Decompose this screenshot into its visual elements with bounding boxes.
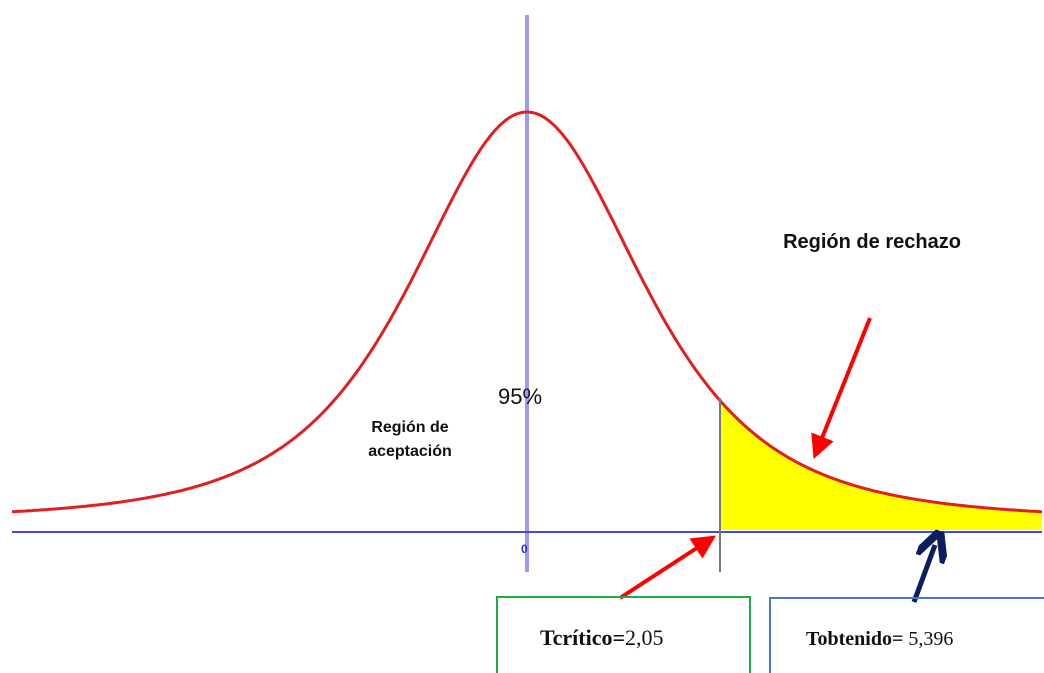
obtained-value: 5,396 bbox=[908, 628, 953, 650]
rejection-area bbox=[720, 400, 1042, 530]
critical-text: Tcrítico=2,05 bbox=[540, 625, 664, 650]
confidence-label: 95% bbox=[498, 384, 542, 409]
obtained-text: Tobtenido= 5,396 bbox=[806, 628, 953, 650]
critical-name: Tcrítico= bbox=[540, 625, 625, 650]
acceptance-label: Región de bbox=[371, 419, 448, 436]
obtained-name: Tobtenido= bbox=[806, 628, 903, 650]
arrow bbox=[618, 535, 717, 600]
rejection-label: Región de rechazo bbox=[783, 231, 961, 253]
critical-value: 2,05 bbox=[625, 625, 664, 650]
origin-label: 0 bbox=[521, 542, 528, 556]
obtained-box bbox=[769, 597, 1044, 673]
arrow bbox=[811, 317, 872, 460]
arrow bbox=[911, 545, 935, 603]
acceptance-label: aceptación bbox=[368, 443, 452, 460]
distribution-curve bbox=[11, 110, 1043, 514]
critical-box bbox=[496, 596, 751, 673]
